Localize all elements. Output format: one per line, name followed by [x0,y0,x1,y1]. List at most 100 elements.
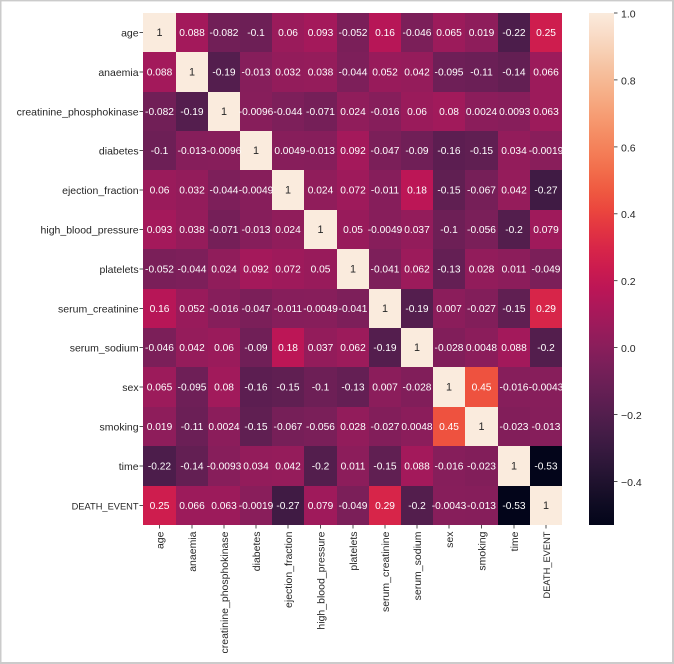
svg-text:1: 1 [478,421,484,433]
svg-text:0.18: 0.18 [278,343,298,354]
svg-text:-0.27: -0.27 [534,186,558,197]
svg-text:-0.0043: -0.0043 [529,383,564,394]
svg-text:0.038: 0.038 [179,225,205,236]
svg-text:0.0024: 0.0024 [466,107,497,118]
svg-text:0.042: 0.042 [179,343,205,354]
svg-text:0.0024: 0.0024 [208,422,239,433]
svg-text:-0.013: -0.013 [242,68,271,79]
svg-text:1: 1 [511,461,517,473]
svg-text:0.0048: 0.0048 [466,343,497,354]
svg-text:-0.016: -0.016 [435,462,464,473]
svg-text:-0.056: -0.056 [306,422,335,433]
svg-text:0.4: 0.4 [621,209,636,221]
svg-text:-0.2: -0.2 [537,343,555,354]
svg-text:-0.013: -0.013 [242,225,271,236]
svg-text:0.052: 0.052 [179,304,205,315]
svg-text:0.088: 0.088 [501,343,527,354]
svg-text:-0.013: -0.013 [306,146,335,157]
svg-text:-0.16: -0.16 [244,383,268,394]
svg-text:0.024: 0.024 [275,225,301,236]
svg-text:-0.0019: -0.0019 [239,501,274,512]
svg-text:-0.11: -0.11 [181,422,204,433]
svg-text:-0.013: -0.013 [532,422,561,433]
svg-text:-0.2: -0.2 [505,225,523,236]
svg-text:0.29: 0.29 [536,304,556,315]
svg-text:-0.2: -0.2 [312,462,330,473]
svg-text:0.45: 0.45 [472,383,492,394]
svg-text:0.08: 0.08 [439,107,459,118]
svg-text:-0.15: -0.15 [244,422,268,433]
svg-text:1: 1 [350,264,356,276]
svg-text:0.088: 0.088 [179,28,205,39]
svg-text:time: time [119,461,139,473]
svg-text:creatinine_phosphokinase: creatinine_phosphokinase [17,107,139,119]
svg-text:1: 1 [253,145,259,157]
svg-text:0.08: 0.08 [214,383,234,394]
svg-text:-0.016: -0.016 [210,304,239,315]
svg-text:-0.056: -0.056 [467,225,496,236]
svg-text:-0.0096: -0.0096 [239,107,274,118]
svg-text:-0.14: -0.14 [180,462,204,473]
svg-text:-0.15: -0.15 [437,186,461,197]
svg-text:-0.0043: -0.0043 [432,501,467,512]
svg-text:-0.19: -0.19 [405,304,429,315]
svg-text:-0.0049: -0.0049 [303,304,338,315]
svg-text:smoking: smoking [476,531,488,570]
svg-text:-0.028: -0.028 [435,343,464,354]
svg-text:-0.047: -0.047 [371,146,400,157]
svg-text:0.06: 0.06 [278,28,298,39]
svg-text:-0.016: -0.016 [371,107,400,118]
svg-text:-0.027: -0.027 [371,422,400,433]
svg-text:-0.0093: -0.0093 [207,462,242,473]
svg-text:platelets: platelets [348,532,360,571]
svg-text:platelets: platelets [99,264,138,276]
svg-text:-0.15: -0.15 [470,146,494,157]
svg-text:0.062: 0.062 [340,343,366,354]
svg-text:anaemia: anaemia [98,67,138,79]
svg-text:-0.016: -0.016 [500,383,529,394]
svg-text:age: age [121,28,139,40]
svg-text:0.019: 0.019 [147,422,173,433]
svg-text:time: time [509,531,521,551]
svg-text:-0.049: -0.049 [532,265,561,276]
svg-text:0.037: 0.037 [404,225,430,236]
svg-text:-0.044: -0.044 [274,107,303,118]
svg-text:0.0048: 0.0048 [401,422,432,433]
svg-text:0.16: 0.16 [150,304,170,315]
svg-text:-0.22: -0.22 [502,28,526,39]
svg-text:0.042: 0.042 [275,462,301,473]
svg-text:DEATH_EVENT: DEATH_EVENT [72,502,139,512]
svg-text:-0.071: -0.071 [306,107,335,118]
svg-text:0.032: 0.032 [275,68,301,79]
svg-text:-0.1: -0.1 [151,146,169,157]
svg-text:serum_creatinine: serum_creatinine [58,304,139,316]
svg-text:serum_sodium: serum_sodium [70,343,139,355]
svg-text:0.063: 0.063 [211,501,237,512]
svg-text:-0.044: -0.044 [210,186,239,197]
svg-text:-0.027: -0.027 [467,304,496,315]
svg-text:−0.2: −0.2 [621,410,642,422]
svg-text:0.05: 0.05 [343,225,363,236]
svg-text:-0.028: -0.028 [403,383,432,394]
svg-text:0.019: 0.019 [469,28,495,39]
svg-text:0.007: 0.007 [436,304,462,315]
svg-text:1: 1 [156,27,162,39]
svg-text:-0.09: -0.09 [244,343,268,354]
svg-text:1: 1 [382,303,388,315]
svg-text:-0.082: -0.082 [145,107,174,118]
svg-text:-0.0019: -0.0019 [529,146,564,157]
svg-text:-0.53: -0.53 [502,501,526,512]
svg-text:0.06: 0.06 [407,107,427,118]
svg-text:-0.041: -0.041 [339,304,368,315]
svg-text:-0.1: -0.1 [440,225,458,236]
svg-text:1: 1 [317,224,323,236]
svg-text:high_blood_pressure: high_blood_pressure [41,225,139,237]
svg-text:0.06: 0.06 [150,186,170,197]
svg-text:0.038: 0.038 [308,68,334,79]
svg-text:high_blood_pressure: high_blood_pressure [315,531,327,629]
svg-text:-0.27: -0.27 [276,501,300,512]
svg-text:diabetes: diabetes [251,532,263,572]
svg-text:0.024: 0.024 [211,265,237,276]
svg-text:0.0: 0.0 [621,343,636,355]
svg-text:-0.19: -0.19 [180,107,204,118]
